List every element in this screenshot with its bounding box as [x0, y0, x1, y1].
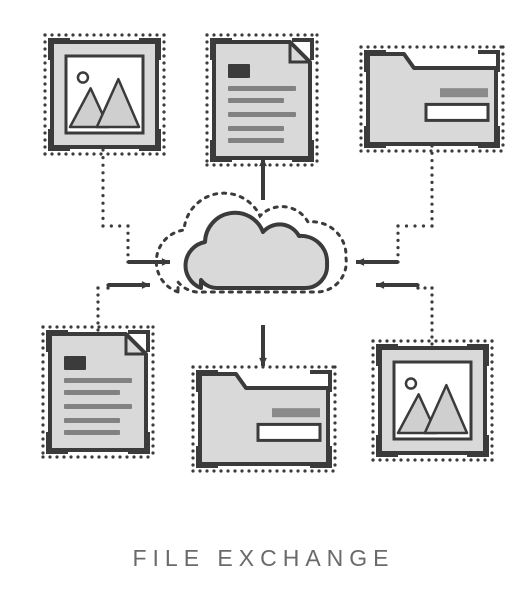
image-icon	[52, 42, 157, 147]
arrow	[376, 281, 418, 289]
doc-bottom-left	[41, 325, 154, 458]
image-bot-right	[371, 339, 493, 461]
diagram-title: FILE EXCHANGE	[0, 545, 527, 572]
folder-bottom	[191, 365, 336, 472]
arrow	[128, 258, 170, 266]
document-icon	[50, 334, 146, 450]
folder-top-right	[359, 45, 504, 152]
diagram-svg	[0, 0, 527, 600]
image-icon	[380, 348, 485, 453]
cloud-icon	[156, 193, 346, 292]
arrow	[259, 325, 267, 366]
diagram-stage: FILE EXCHANGE	[0, 0, 527, 600]
arrow	[108, 281, 150, 289]
folder-icon	[200, 374, 328, 464]
folder-icon	[368, 54, 496, 144]
document-icon	[214, 42, 310, 158]
arrow	[356, 258, 398, 266]
image-top-left	[43, 33, 165, 155]
doc-top	[205, 33, 318, 166]
